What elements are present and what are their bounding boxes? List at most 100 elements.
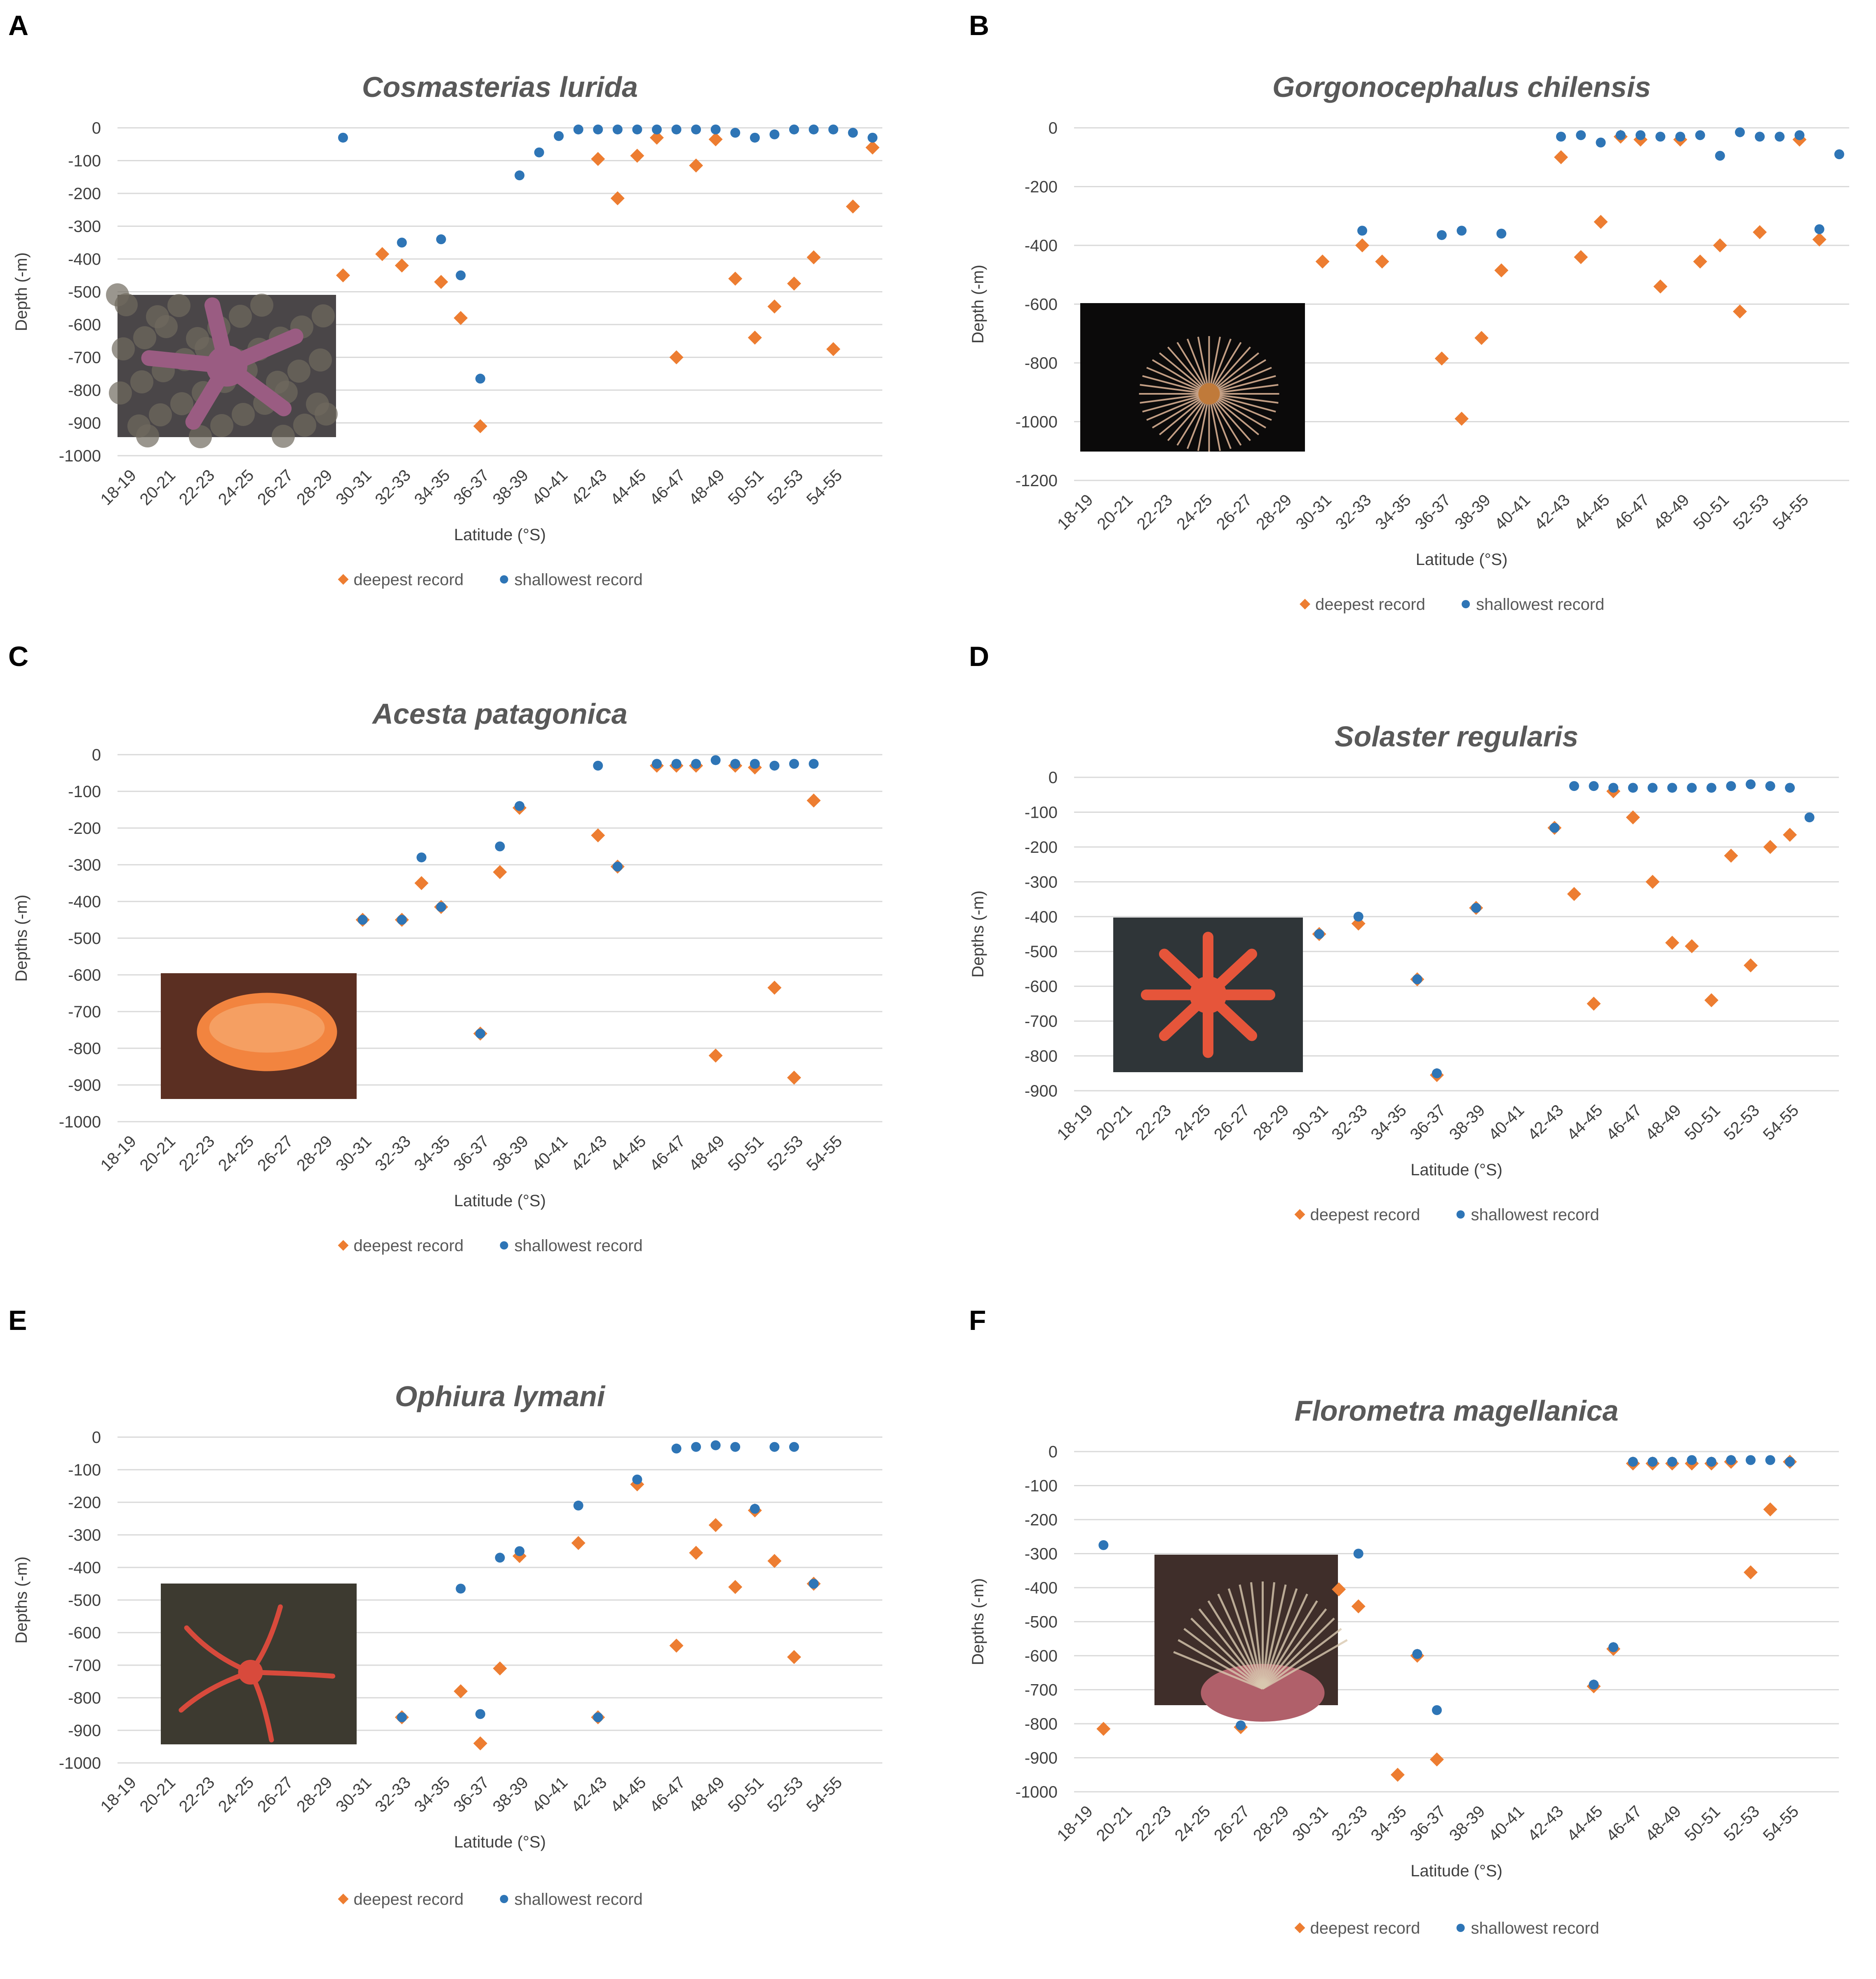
series-shallowest: [357, 755, 819, 1039]
legend: deepest record shallowest record: [1294, 1206, 1599, 1224]
x-tick-label: 38-39: [489, 466, 532, 508]
shallowest-point: [475, 1028, 485, 1039]
panel-label: F: [969, 1305, 986, 1336]
y-tick-label: -900: [68, 414, 101, 433]
shallowest-point: [338, 132, 348, 143]
x-tick-label: 30-31: [1289, 1802, 1331, 1845]
panel-label: B: [969, 10, 989, 41]
chart-title: Solaster regularis: [1335, 720, 1578, 753]
x-tick-label: 48-49: [685, 466, 728, 508]
y-tick-label: -1000: [59, 1754, 101, 1772]
x-tick-label: 20-21: [1094, 491, 1136, 533]
x-tick-label: 42-43: [568, 1773, 610, 1816]
shallowest-point: [1745, 779, 1756, 789]
x-tick-label: 26-27: [1211, 1802, 1253, 1845]
shallowest-point: [1706, 783, 1716, 793]
legend-shallowest-label: shallowest record: [515, 571, 643, 589]
y-tick-label: -300: [68, 856, 101, 874]
y-tick-label: -400: [68, 1559, 101, 1577]
x-axis-label: Latitude (°S): [1416, 551, 1508, 569]
shallowest-point: [1695, 130, 1705, 140]
deepest-point: [1455, 412, 1469, 426]
shallowest-point: [671, 124, 682, 134]
x-tick-label: 52-53: [764, 1773, 806, 1816]
shallowest-point: [652, 124, 662, 134]
chart-panel-b: B Gorgonocephalus chilensis 0 -200 -400 -600 -…: [969, 10, 1849, 614]
shallowest-point: [1608, 783, 1619, 793]
deepest-point: [806, 250, 821, 265]
shallowest-point: [436, 234, 446, 245]
x-tick-label: 22-23: [1132, 1802, 1175, 1845]
panel-label: E: [8, 1305, 27, 1336]
shallowest-point: [1804, 812, 1815, 823]
y-tick-label: -400: [68, 250, 101, 268]
deepest-point: [1724, 849, 1738, 863]
legend-shallowest-label: shallowest record: [1471, 1919, 1599, 1937]
series-shallowest: [1098, 1455, 1795, 1731]
series-deepest: [1315, 129, 1827, 426]
y-tick-label: 0: [1048, 1443, 1058, 1461]
deepest-point: [591, 152, 605, 166]
x-tick-label: 40-41: [529, 466, 571, 508]
x-tick-label: 48-49: [685, 1132, 728, 1174]
y-axis-label: Depth (-m): [12, 252, 31, 331]
deepest-point: [1429, 1752, 1444, 1767]
legend: deepest record shallowest record: [1294, 1919, 1599, 1937]
x-tick-label: 34-35: [1367, 1802, 1410, 1845]
x-tick-label: 30-31: [332, 466, 375, 508]
x-tick-label: 30-31: [332, 1773, 375, 1816]
deepest-point: [1567, 887, 1581, 901]
y-tick-label: -400: [1025, 908, 1058, 926]
x-tick-label: 44-45: [607, 466, 649, 508]
shallowest-point: [1785, 1457, 1795, 1467]
x-tick-label: 26-27: [1211, 1101, 1253, 1144]
y-tick-label: -600: [68, 316, 101, 334]
shallowest-point: [789, 124, 799, 134]
y-tick-label: -1000: [1016, 1783, 1058, 1801]
x-tick-label: 26-27: [1213, 491, 1255, 533]
x-tick-label: 36-37: [450, 466, 493, 508]
y-tick-label: -200: [1025, 838, 1058, 857]
shallowest-point: [750, 759, 760, 769]
chart-panel-e: E Ophiura lymani 0 -100 -200 -300 -400 -500 -600…: [8, 1305, 882, 1908]
shallowest-point: [1357, 226, 1367, 236]
x-tick-label: 54-55: [803, 1132, 846, 1174]
y-tick-label: -700: [68, 1003, 101, 1021]
y-tick-label: -700: [68, 349, 101, 367]
x-tick-label: 54-55: [1769, 491, 1812, 533]
deepest-point: [826, 342, 841, 356]
shallowest-point: [750, 132, 760, 143]
shallowest-point: [612, 861, 623, 872]
deepest-point: [395, 258, 409, 273]
y-tick-label: -1000: [59, 447, 101, 465]
x-tick-label: 54-55: [803, 1773, 846, 1816]
y-tick-label: -500: [1025, 1613, 1058, 1631]
x-axis-label: Latitude (°S): [1411, 1161, 1502, 1179]
shallowest-point: [1655, 132, 1666, 142]
x-tick-label: 24-25: [1171, 1802, 1214, 1845]
shallowest-point: [1576, 130, 1586, 140]
x-tick-label: 40-41: [529, 1773, 571, 1816]
sea-star-photo: [106, 283, 338, 448]
deepest-point: [434, 275, 448, 289]
legend-shallowest-marker: [500, 1241, 508, 1250]
x-tick-label: 40-41: [1491, 491, 1534, 533]
shallowest-point: [1236, 1720, 1246, 1731]
x-tick-label: 34-35: [411, 466, 453, 508]
y-tick-label: -1200: [1016, 472, 1058, 490]
shallowest-point: [1667, 783, 1677, 793]
y-tick-label: -100: [1025, 803, 1058, 821]
shallowest-point: [554, 131, 564, 141]
y-axis-label: Depth (-m): [969, 265, 987, 344]
deepest-point: [1763, 1502, 1777, 1517]
deepest-point: [1704, 993, 1718, 1007]
y-tick-label: -700: [1025, 1012, 1058, 1031]
chart-title: Florometra magellanica: [1295, 1395, 1619, 1427]
legend-shallowest-marker: [500, 1895, 508, 1903]
x-tick-label: 22-23: [1132, 1101, 1175, 1144]
shallowest-point: [750, 1504, 760, 1514]
shallowest-point: [1785, 783, 1795, 793]
deepest-point: [1783, 828, 1797, 842]
shallowest-point: [1745, 1455, 1756, 1465]
x-tick-label: 48-49: [1650, 491, 1693, 533]
